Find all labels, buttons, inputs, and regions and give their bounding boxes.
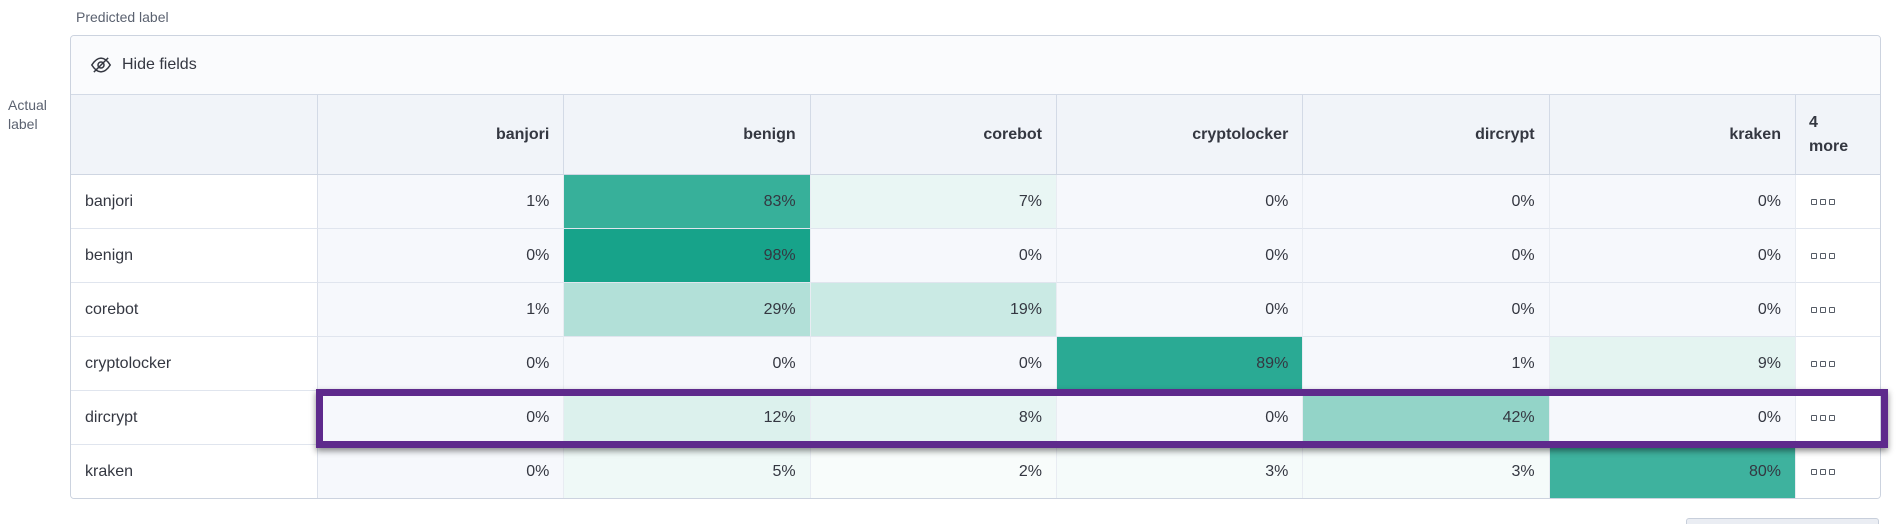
matrix-cell-corebot-banjori: 1% xyxy=(318,283,565,337)
boxes-horizontal-icon[interactable] xyxy=(1810,469,1835,475)
column-header-kraken: kraken xyxy=(1550,95,1796,174)
column-header-corebot: corebot xyxy=(811,95,1057,174)
column-header-benign: benign xyxy=(564,95,811,174)
matrix-cell-corebot-kraken: 0% xyxy=(1549,283,1796,337)
table-row-banjori: banjori 1% 83% 7% 0% 0% 0% xyxy=(71,175,1880,229)
matrix-cell-banjori-kraken: 0% xyxy=(1549,175,1796,229)
matrix-cell-benign-dircrypt: 0% xyxy=(1303,229,1550,283)
row-label: corebot xyxy=(71,283,318,337)
predicted-label-axis: Predicted label xyxy=(76,9,169,25)
row-more-cell xyxy=(1795,391,1880,445)
matrix-cell-corebot-cryptolocker: 0% xyxy=(1056,283,1304,337)
matrix-cell-dircrypt-corebot: 8% xyxy=(810,391,1057,445)
boxes-horizontal-icon[interactable] xyxy=(1810,414,1835,421)
table-row-kraken: kraken 0% 5% 2% 3% 3% 80% xyxy=(71,445,1880,498)
row-more-cell xyxy=(1795,175,1880,229)
row-label: kraken xyxy=(71,445,318,498)
table-row-benign: benign 0% 98% 0% 0% 0% 0% xyxy=(71,229,1880,283)
confusion-matrix-table: Hide fields banjori benign corebot cryptolo… xyxy=(70,35,1881,499)
matrix-cell-banjori-banjori: 1% xyxy=(318,175,565,229)
matrix-cell-corebot-benign: 29% xyxy=(564,283,811,337)
column-header-cryptolocker: cryptolocker xyxy=(1057,95,1304,174)
table-row-corebot: corebot 1% 29% 19% 0% 0% 0% xyxy=(71,283,1880,337)
row-label: benign xyxy=(71,229,318,283)
matrix-cell-banjori-dircrypt: 0% xyxy=(1303,175,1550,229)
matrix-cell-cryptolocker-dircrypt: 1% xyxy=(1303,337,1550,391)
matrix-cell-benign-corebot: 0% xyxy=(810,229,1057,283)
matrix-cell-benign-benign: 98% xyxy=(564,229,811,283)
matrix-cell-banjori-corebot: 7% xyxy=(810,175,1057,229)
boxes-horizontal-icon[interactable] xyxy=(1810,198,1835,205)
matrix-cell-kraken-banjori: 0% xyxy=(318,445,565,498)
partial-hidden-element xyxy=(1686,518,1879,524)
matrix-cell-cryptolocker-kraken: 9% xyxy=(1549,337,1796,391)
matrix-cell-dircrypt-banjori: 0% xyxy=(318,391,565,445)
row-label: cryptolocker xyxy=(71,337,318,391)
row-more-cell xyxy=(1795,229,1880,283)
matrix-cell-cryptolocker-benign: 0% xyxy=(564,337,811,391)
eye-slash-icon xyxy=(90,57,112,73)
matrix-cell-cryptolocker-cryptolocker: 89% xyxy=(1056,337,1304,391)
matrix-cell-corebot-corebot: 19% xyxy=(810,283,1057,337)
matrix-cell-benign-banjori: 0% xyxy=(318,229,565,283)
row-label: dircrypt xyxy=(71,391,318,445)
column-header-banjori: banjori xyxy=(318,95,565,174)
matrix-cell-dircrypt-cryptolocker: 0% xyxy=(1056,391,1304,445)
boxes-horizontal-icon[interactable] xyxy=(1810,252,1835,259)
corner-cell xyxy=(71,95,318,174)
matrix-cell-dircrypt-benign: 12% xyxy=(564,391,811,445)
matrix-cell-kraken-kraken: 80% xyxy=(1549,445,1796,498)
matrix-cell-dircrypt-kraken: 0% xyxy=(1549,391,1796,445)
table-row-cryptolocker: cryptolocker 0% 0% 0% 89% 1% 9% xyxy=(71,337,1880,391)
matrix-cell-corebot-dircrypt: 0% xyxy=(1303,283,1550,337)
matrix-cell-benign-kraken: 0% xyxy=(1549,229,1796,283)
matrix-rows: banjori 1% 83% 7% 0% 0% 0% benign 0% 98% 0% 0% 0%… xyxy=(71,175,1880,498)
column-header-dircrypt: dircrypt xyxy=(1303,95,1550,174)
matrix-cell-kraken-dircrypt: 3% xyxy=(1303,445,1550,498)
row-label: banjori xyxy=(71,175,318,229)
row-more-cell xyxy=(1795,283,1880,337)
matrix-cell-benign-cryptolocker: 0% xyxy=(1056,229,1304,283)
matrix-cell-banjori-cryptolocker: 0% xyxy=(1056,175,1304,229)
hide-fields-label: Hide fields xyxy=(122,56,197,73)
matrix-cell-banjori-benign: 83% xyxy=(564,175,811,229)
boxes-horizontal-icon[interactable] xyxy=(1810,360,1835,367)
matrix-cell-cryptolocker-corebot: 0% xyxy=(810,337,1057,391)
matrix-cell-kraken-benign: 5% xyxy=(564,445,811,498)
actual-label-axis: Actual label xyxy=(8,97,47,132)
row-more-cell xyxy=(1795,337,1880,391)
table-row-dircrypt: dircrypt 0% 12% 8% 0% 42% 0% xyxy=(71,391,1880,445)
boxes-horizontal-icon[interactable] xyxy=(1810,306,1835,313)
matrix-cell-dircrypt-dircrypt: 42% xyxy=(1303,391,1550,445)
matrix-cell-kraken-cryptolocker: 3% xyxy=(1056,445,1304,498)
matrix-cell-cryptolocker-banjori: 0% xyxy=(318,337,565,391)
row-more-cell xyxy=(1795,445,1880,498)
column-header-more: 4 more xyxy=(1808,113,1849,155)
column-headers: banjori benign corebot cryptolocker dircrypt… xyxy=(71,95,1880,175)
matrix-cell-kraken-corebot: 2% xyxy=(810,445,1057,498)
hide-fields-button[interactable]: Hide fields xyxy=(71,36,1880,95)
